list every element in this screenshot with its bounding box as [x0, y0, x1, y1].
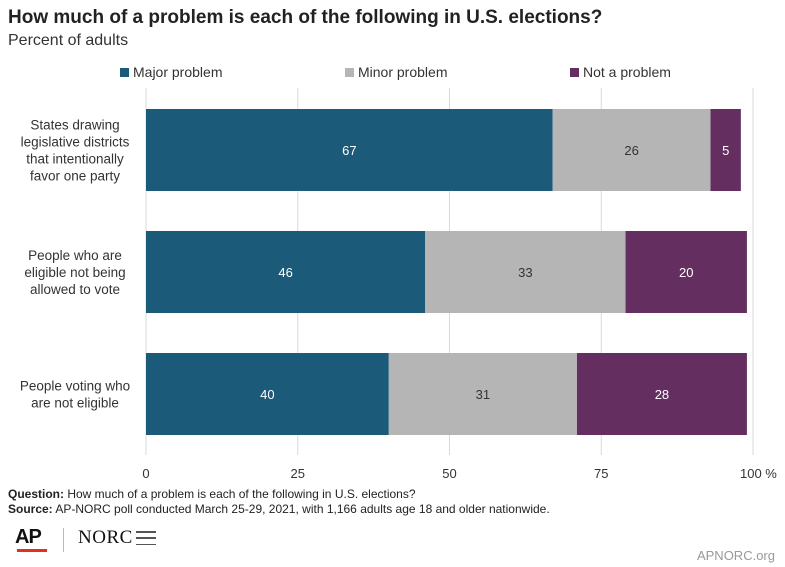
- bar-segment-0-0: [146, 109, 553, 191]
- category-label-line-2-1: are not eligible: [31, 396, 119, 411]
- norc-logo: NORC: [78, 527, 156, 549]
- question-text: How much of a problem is each of the fol…: [67, 487, 416, 501]
- bar-segment-1-2: [625, 231, 747, 313]
- bar-segment-2-0: [146, 353, 389, 435]
- category-label-line-2-0: People voting who: [20, 379, 130, 394]
- bar-segment-0-2: [710, 109, 741, 191]
- bar-segment-1-1: [425, 231, 626, 313]
- legend-item-minor: Minor problem: [345, 64, 447, 80]
- x-tick-label-1: 25: [291, 466, 305, 481]
- data-label-2-0: 40: [260, 387, 274, 402]
- legend-item-major: Major problem: [120, 64, 222, 80]
- legend-label-not: Not a problem: [583, 64, 671, 80]
- data-label-0-1: 26: [624, 143, 638, 158]
- data-label-1-1: 33: [518, 265, 532, 280]
- chart-subtitle: Percent of adults: [8, 32, 129, 49]
- category-label-line-1-1: eligible not being: [24, 265, 125, 280]
- category-label-line-0-0: States drawing: [30, 118, 119, 133]
- legend-label-major: Major problem: [133, 64, 223, 80]
- norc-logo-word: NORC: [78, 527, 133, 548]
- category-label-1: People who are eligible not being allowed …: [24, 248, 125, 297]
- data-label-0-0: 67: [342, 143, 356, 158]
- logo-divider: [63, 528, 64, 552]
- category-label-0: States drawing legislative districts that …: [21, 118, 130, 184]
- question-label: Question:: [8, 487, 64, 501]
- data-label-1-2: 20: [679, 265, 693, 280]
- question-note: Question: How much of a problem is each …: [8, 487, 416, 501]
- x-tick-label-4: 100 %: [740, 466, 777, 481]
- site-url: APNORC.org: [696, 548, 775, 563]
- x-tick-label-2: 50: [442, 466, 456, 481]
- ap-logo: AP: [15, 526, 42, 548]
- bar-segment-2-1: [388, 353, 577, 435]
- ap-logo-underline: [17, 549, 47, 552]
- x-tick-label-3: 75: [594, 466, 608, 481]
- chart-title: How much of a problem is each of the fol…: [8, 7, 603, 28]
- bar-segment-1-0: [146, 231, 426, 313]
- legend-item-not: Not a problem: [570, 64, 671, 80]
- legend-swatch-minor: [345, 67, 354, 77]
- category-label-line-0-3: favor one party: [30, 169, 120, 184]
- bar-segment-2-2: [576, 353, 747, 435]
- legend-swatch-major: [120, 67, 129, 77]
- data-label-0-2: 5: [722, 143, 729, 158]
- bar-segment-0-1: [552, 109, 711, 191]
- category-label-2: People voting who are not eligible: [20, 379, 130, 411]
- data-label-1-0: 46: [278, 265, 292, 280]
- source-note: Source: AP-NORC poll conducted March 25-…: [8, 502, 550, 516]
- data-label-2-2: 28: [655, 387, 669, 402]
- category-label-line-0-2: that intentionally: [26, 152, 124, 167]
- norc-logo-fineprint: [135, 531, 156, 545]
- legend-label-minor: Minor problem: [358, 64, 448, 80]
- source-text: AP-NORC poll conducted March 25-29, 2021…: [55, 502, 550, 516]
- source-label: Source:: [8, 502, 53, 516]
- category-label-line-0-1: legislative districts: [21, 135, 130, 150]
- category-label-line-1-2: allowed to vote: [30, 282, 120, 297]
- legend-swatch-not: [570, 67, 579, 77]
- category-label-line-1-0: People who are: [28, 248, 122, 263]
- x-tick-label-0: 0: [142, 466, 149, 481]
- legend: Major problem Minor problem Not a proble…: [0, 64, 785, 84]
- data-label-2-1: 31: [476, 387, 490, 402]
